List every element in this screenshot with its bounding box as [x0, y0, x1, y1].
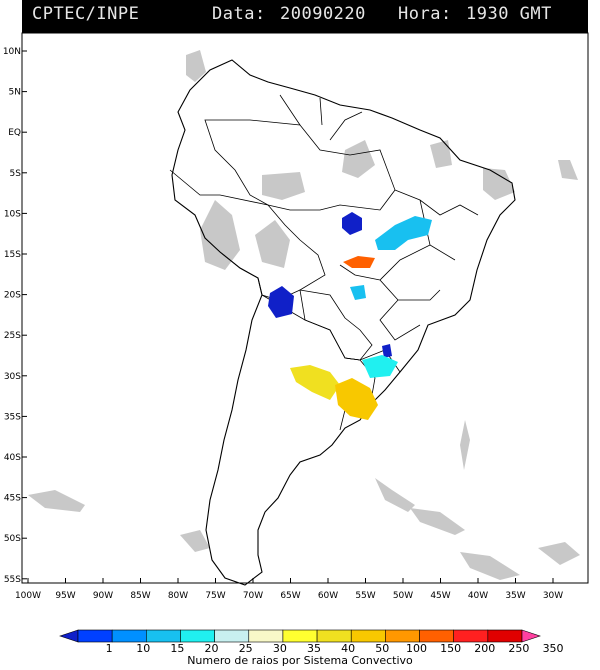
- lon-label: 55W: [355, 591, 375, 601]
- lat-label: 20S: [4, 291, 21, 301]
- colorbar-tick-label: 10: [136, 642, 150, 655]
- colorbar-tick-label: 40: [341, 642, 355, 655]
- legend-colorbar: [59, 629, 541, 643]
- system-dark-blue-1: [342, 212, 362, 235]
- colorbar-tick-label: 20: [205, 642, 219, 655]
- lon-label: 40W: [468, 591, 488, 601]
- lat-label: 10N: [3, 47, 21, 57]
- country-borders: [169, 94, 479, 431]
- system-cyan-3: [362, 355, 398, 378]
- lat-label: 5N: [9, 88, 21, 98]
- header-hour-value: 1930 GMT: [466, 4, 552, 24]
- header-bar: CPTEC/INPE Data: 20090220 Hora: 1930 GMT: [22, 0, 588, 33]
- lat-label: 30S: [4, 372, 21, 382]
- colorbar-tick-label: 150: [440, 642, 461, 655]
- colorbar-arrow-left: [59, 629, 79, 643]
- system-yellow-2: [335, 378, 378, 420]
- colorbar-segment: [453, 629, 489, 643]
- colorbar-segment: [214, 629, 250, 643]
- lat-label: 40S: [4, 453, 21, 463]
- lon-label: 100W: [15, 591, 41, 601]
- legend-title: Numero de raios por Sistema Convectivo: [187, 654, 413, 667]
- colorbar-segment: [282, 629, 318, 643]
- lon-label: 85W: [130, 591, 150, 601]
- system-dark-blue-2: [268, 286, 294, 318]
- lat-label: 15S: [4, 250, 21, 260]
- header-hour-label: Hora:: [398, 4, 452, 24]
- cloud-cover: [28, 50, 580, 580]
- colorbar-segment: [316, 629, 352, 643]
- colorbar-tick-label: 30: [273, 642, 287, 655]
- system-dark-blue-3: [382, 344, 392, 358]
- lon-label: 70W: [243, 591, 263, 601]
- lat-label: 5S: [10, 169, 22, 179]
- lat-label: 35S: [4, 412, 21, 422]
- colorbar-tick-label: 1: [106, 642, 113, 655]
- colorbar-tick-label: 100: [406, 642, 427, 655]
- legend-tick-labels: 1 10 15 20 25 30 35 40 50 100 150 200 250 350: [106, 642, 564, 655]
- colorbar-segment: [180, 629, 215, 643]
- lon-label: 80W: [168, 591, 188, 601]
- latitude-labels: 10N 5N EQ 5S 10S 15S 20S 25S 30S 35S 40S 45S 50S 55S: [3, 47, 27, 585]
- lon-label: 60W: [318, 591, 338, 601]
- colorbar-segment: [385, 629, 420, 643]
- lon-label: 65W: [280, 591, 300, 601]
- colorbar-segment: [146, 629, 181, 643]
- lon-label: 35W: [505, 591, 525, 601]
- colorbar-tick-label: 250: [508, 642, 529, 655]
- colorbar-segment: [350, 629, 386, 643]
- convective-systems: [268, 212, 432, 420]
- lon-label: 75W: [205, 591, 225, 601]
- lon-label: 95W: [55, 591, 75, 601]
- lat-label: EQ: [8, 128, 21, 138]
- lat-label: 45S: [4, 494, 21, 504]
- lon-label: 50W: [393, 591, 413, 601]
- lon-label: 90W: [93, 591, 113, 601]
- lat-label: 55S: [4, 575, 21, 585]
- colorbar-tick-label: 25: [239, 642, 253, 655]
- system-orange-1: [343, 256, 375, 268]
- colorbar-segment: [487, 629, 523, 643]
- colorbar-segment: [248, 629, 284, 643]
- header-source: CPTEC/INPE: [32, 4, 140, 24]
- colorbar-segment: [419, 629, 454, 643]
- system-yellow-1: [290, 365, 340, 400]
- colorbar-segment: [111, 629, 147, 643]
- lat-label: 25S: [4, 331, 21, 341]
- colorbar-tick-label: 350: [543, 642, 564, 655]
- system-cyan-2: [350, 285, 366, 300]
- lat-label: 50S: [4, 534, 21, 544]
- longitude-labels: 100W 95W 90W 85W 80W 75W 70W 65W 60W 55W 50W 45W 40W…: [15, 578, 563, 601]
- lon-label: 30W: [543, 591, 563, 601]
- colorbar-tick-label: 50: [375, 642, 389, 655]
- lon-label: 45W: [430, 591, 450, 601]
- system-cyan-1: [375, 216, 432, 250]
- colorbar-segment: [77, 629, 113, 643]
- header-date-label: Data:: [212, 4, 266, 24]
- lat-label: 10S: [4, 209, 21, 219]
- colorbar-arrow-right: [521, 629, 541, 643]
- colorbar-tick-label: 200: [474, 642, 495, 655]
- map-frame: [21, 32, 589, 584]
- colorbar-tick-label: 35: [307, 642, 321, 655]
- header-date-value: 20090220: [280, 4, 366, 24]
- colorbar-tick-label: 15: [170, 642, 184, 655]
